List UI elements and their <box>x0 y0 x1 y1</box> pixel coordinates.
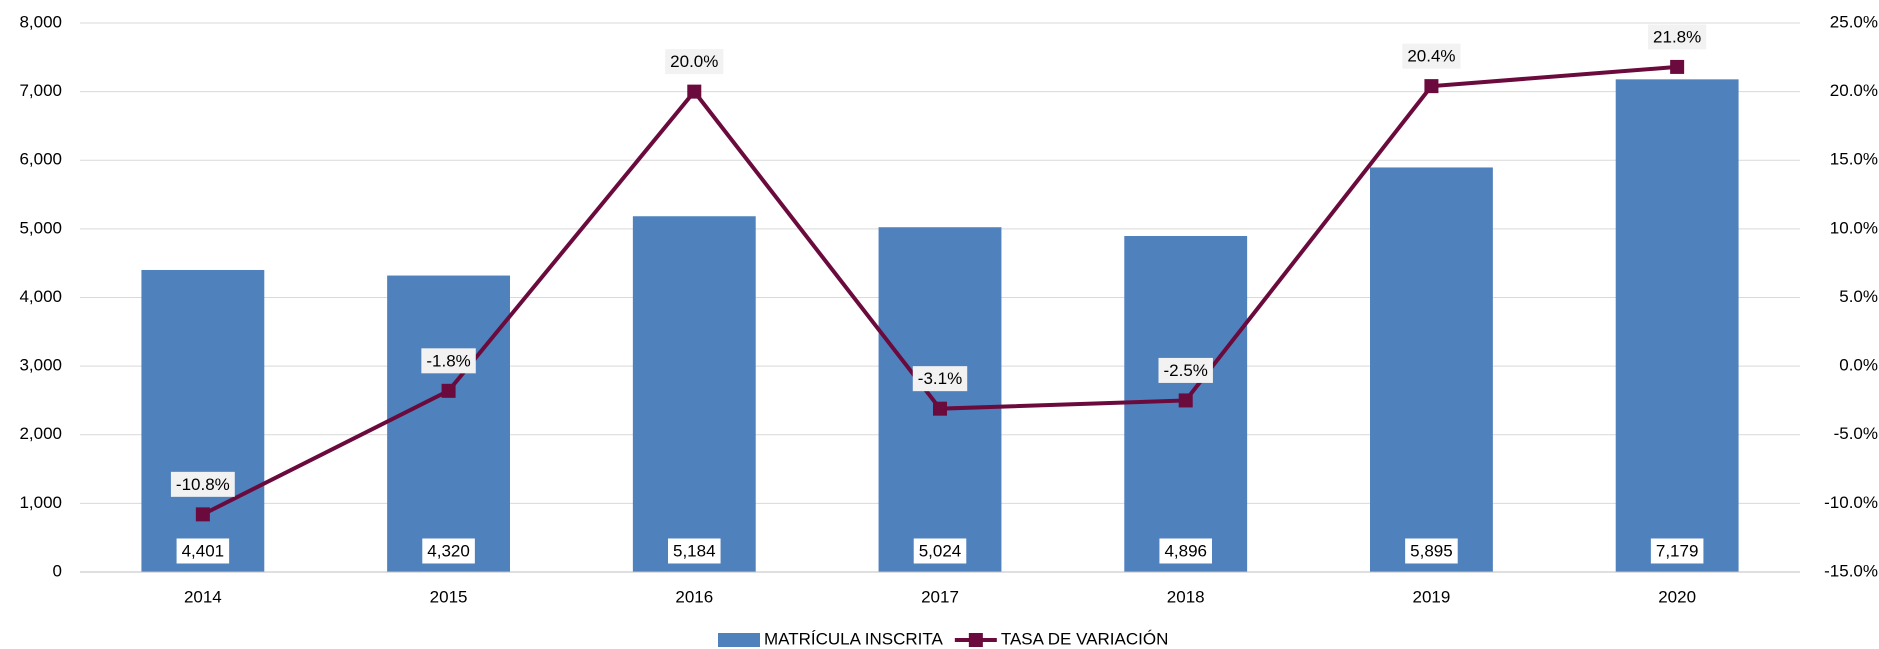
bar-label: 5,184 <box>673 541 716 560</box>
legend-swatch <box>718 633 760 647</box>
y-tick-label: 7,000 <box>19 81 62 100</box>
label-box <box>170 471 235 497</box>
line-marker <box>933 401 947 416</box>
y-tick-label: 6,000 <box>19 150 62 169</box>
line-label: 20.4% <box>1407 47 1455 66</box>
y-tick-label: 8,000 <box>19 12 62 31</box>
x-tick-label: 2018 <box>1167 587 1205 606</box>
line-marker <box>1424 79 1439 94</box>
label-box <box>665 49 724 75</box>
bar-label: 5,024 <box>919 541 962 560</box>
line-label: 21.8% <box>1653 27 1701 46</box>
label-box <box>1650 538 1704 564</box>
label-box <box>1159 538 1212 564</box>
y2-tick-label: 5.0% <box>1839 287 1878 306</box>
y2-tick-label: 0.0% <box>1839 356 1878 375</box>
y2-tick-label: 25.0% <box>1830 12 1878 31</box>
y2-tick-label: -5.0% <box>1834 424 1878 443</box>
line-marker <box>1178 393 1193 408</box>
label-box <box>668 538 721 564</box>
x-tick-label: 2014 <box>184 587 222 606</box>
legend-swatch <box>968 633 983 647</box>
y2-tick-label: -10.0% <box>1824 493 1878 512</box>
bar <box>878 227 1002 572</box>
line-label: -3.1% <box>918 369 962 388</box>
legend-label: TASA DE VARIACIÓN <box>1001 629 1169 648</box>
label-box <box>1158 357 1213 383</box>
bar-label: 4,401 <box>182 541 225 560</box>
y-tick-label: 2,000 <box>19 424 62 443</box>
label-box <box>421 348 476 374</box>
x-tick-label: 2019 <box>1413 587 1451 606</box>
line-marker <box>195 507 210 522</box>
line-marker <box>687 84 702 99</box>
x-tick-label: 2020 <box>1658 587 1696 606</box>
y-tick-label: 1,000 <box>19 493 62 512</box>
bar <box>632 216 756 573</box>
bar <box>1615 79 1739 572</box>
bar-label: 4,896 <box>1164 541 1207 560</box>
y2-tick-label: 20.0% <box>1830 81 1878 100</box>
label-box <box>1648 24 1707 50</box>
bar-label: 5,895 <box>1410 541 1453 560</box>
x-tick-label: 2017 <box>921 587 959 606</box>
bar <box>387 275 510 572</box>
y2-tick-label: 10.0% <box>1830 218 1878 237</box>
y2-tick-label: -15.0% <box>1824 561 1878 580</box>
line-label: -10.8% <box>176 475 230 494</box>
bar <box>141 269 265 572</box>
bar-label: 4,320 <box>427 541 470 560</box>
x-tick-label: 2015 <box>430 587 468 606</box>
line-marker <box>441 383 456 398</box>
label-box <box>913 538 967 564</box>
bar-label: 7,179 <box>1656 541 1699 560</box>
label-box <box>176 538 230 564</box>
legend-label: MATRÍCULA INSCRITA <box>764 629 943 648</box>
label-box <box>422 538 475 564</box>
line-label: -2.5% <box>1164 361 1208 380</box>
y-tick-label: 5,000 <box>19 218 62 237</box>
label-box <box>1402 43 1461 69</box>
bar <box>1370 167 1493 572</box>
y-tick-label: 3,000 <box>19 356 62 375</box>
line-label: -1.8% <box>426 351 470 370</box>
y-tick-label: 4,000 <box>19 287 62 306</box>
y-tick-label: 0 <box>53 561 62 580</box>
label-box <box>912 366 968 392</box>
label-box <box>1405 538 1458 564</box>
y2-tick-label: 15.0% <box>1830 150 1878 169</box>
line-marker <box>1670 59 1685 74</box>
line-label: 20.0% <box>670 52 718 71</box>
x-tick-label: 2016 <box>675 587 713 606</box>
